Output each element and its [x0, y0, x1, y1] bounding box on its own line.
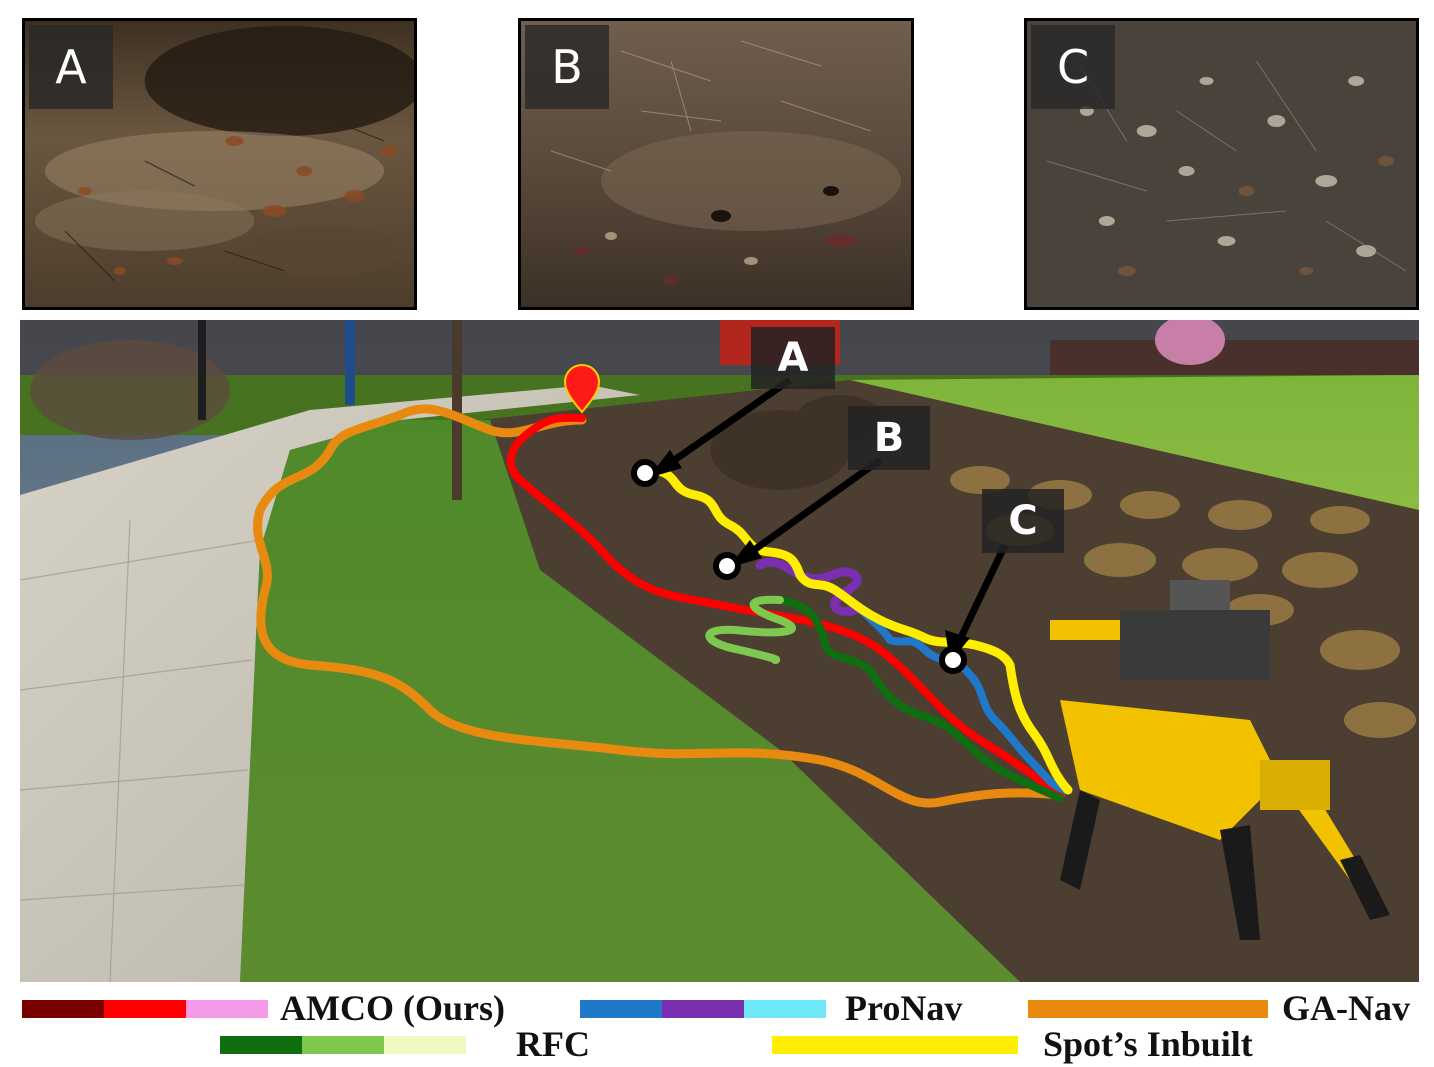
- building: [1050, 340, 1419, 375]
- terrain-image-a: A: [22, 18, 417, 310]
- legend-swatch-spot: [772, 1036, 1018, 1054]
- rfc-trajectory-dark: [776, 596, 1064, 802]
- rfc-trajectory-light: [705, 595, 797, 664]
- legend-swatch-amco-3: [186, 1000, 268, 1018]
- scene-label-a: A: [751, 327, 835, 389]
- legend-swatch-amco-2: [104, 1000, 186, 1018]
- scene-drawing: [20, 320, 1419, 982]
- legend-label-amco: AMCO (Ours): [280, 988, 505, 1028]
- legend-swatch-amco-1: [22, 1000, 104, 1018]
- legend-label-ganav: GA-Nav: [1282, 988, 1410, 1028]
- amco-trajectory: [506, 413, 1064, 799]
- blossom-tree: [1155, 320, 1225, 365]
- panel-label-b: B: [525, 25, 609, 109]
- pronav-trajectory-blue: [856, 604, 1069, 794]
- waypoint-a: [631, 459, 659, 487]
- outdoor-scene: A B C: [20, 320, 1419, 982]
- lamp-post: [198, 320, 206, 420]
- panel-label-c: C: [1031, 25, 1115, 109]
- spot-trajectory: [650, 465, 1073, 795]
- legend-swatch-rfc-3: [384, 1036, 466, 1054]
- wet-mud-texture: [25, 21, 414, 307]
- ganav-trajectory: [253, 404, 1065, 808]
- spot-robot: [1050, 580, 1390, 940]
- terrain-image-b: B: [518, 18, 914, 310]
- waypoints: [631, 459, 967, 674]
- legend-label-rfc: RFC: [516, 1024, 590, 1064]
- pronav-trajectory-purple: [755, 557, 865, 616]
- legend-swatch-rfc-2: [302, 1036, 384, 1054]
- legend-swatch-rfc-1: [220, 1036, 302, 1054]
- mulch-bed: [480, 380, 1419, 982]
- sign-post: [345, 320, 355, 405]
- map-pin-icon: [563, 363, 601, 414]
- terrain-image-c: C: [1024, 18, 1419, 310]
- legend-swatch-pronav-1: [580, 1000, 662, 1018]
- bare-shrubs: [30, 340, 230, 440]
- grass-slope: [240, 420, 1020, 982]
- legend-label-spot: Spot’s Inbuilt: [1043, 1024, 1253, 1064]
- panel-label-a: A: [29, 25, 113, 109]
- scene-label-b: B: [848, 406, 930, 470]
- sidewalk: [20, 385, 640, 982]
- trajectories: [253, 404, 1073, 808]
- legend-swatch-pronav-2: [662, 1000, 744, 1018]
- waypoint-c: [939, 646, 967, 674]
- waypoint-b: [713, 552, 741, 580]
- scene-label-c: C: [982, 489, 1064, 553]
- legend-swatch-ganav: [1028, 1000, 1268, 1018]
- legend-label-pronav: ProNav: [845, 988, 963, 1028]
- tree-trunk: [452, 320, 462, 500]
- legend-swatch-pronav-3: [744, 1000, 826, 1018]
